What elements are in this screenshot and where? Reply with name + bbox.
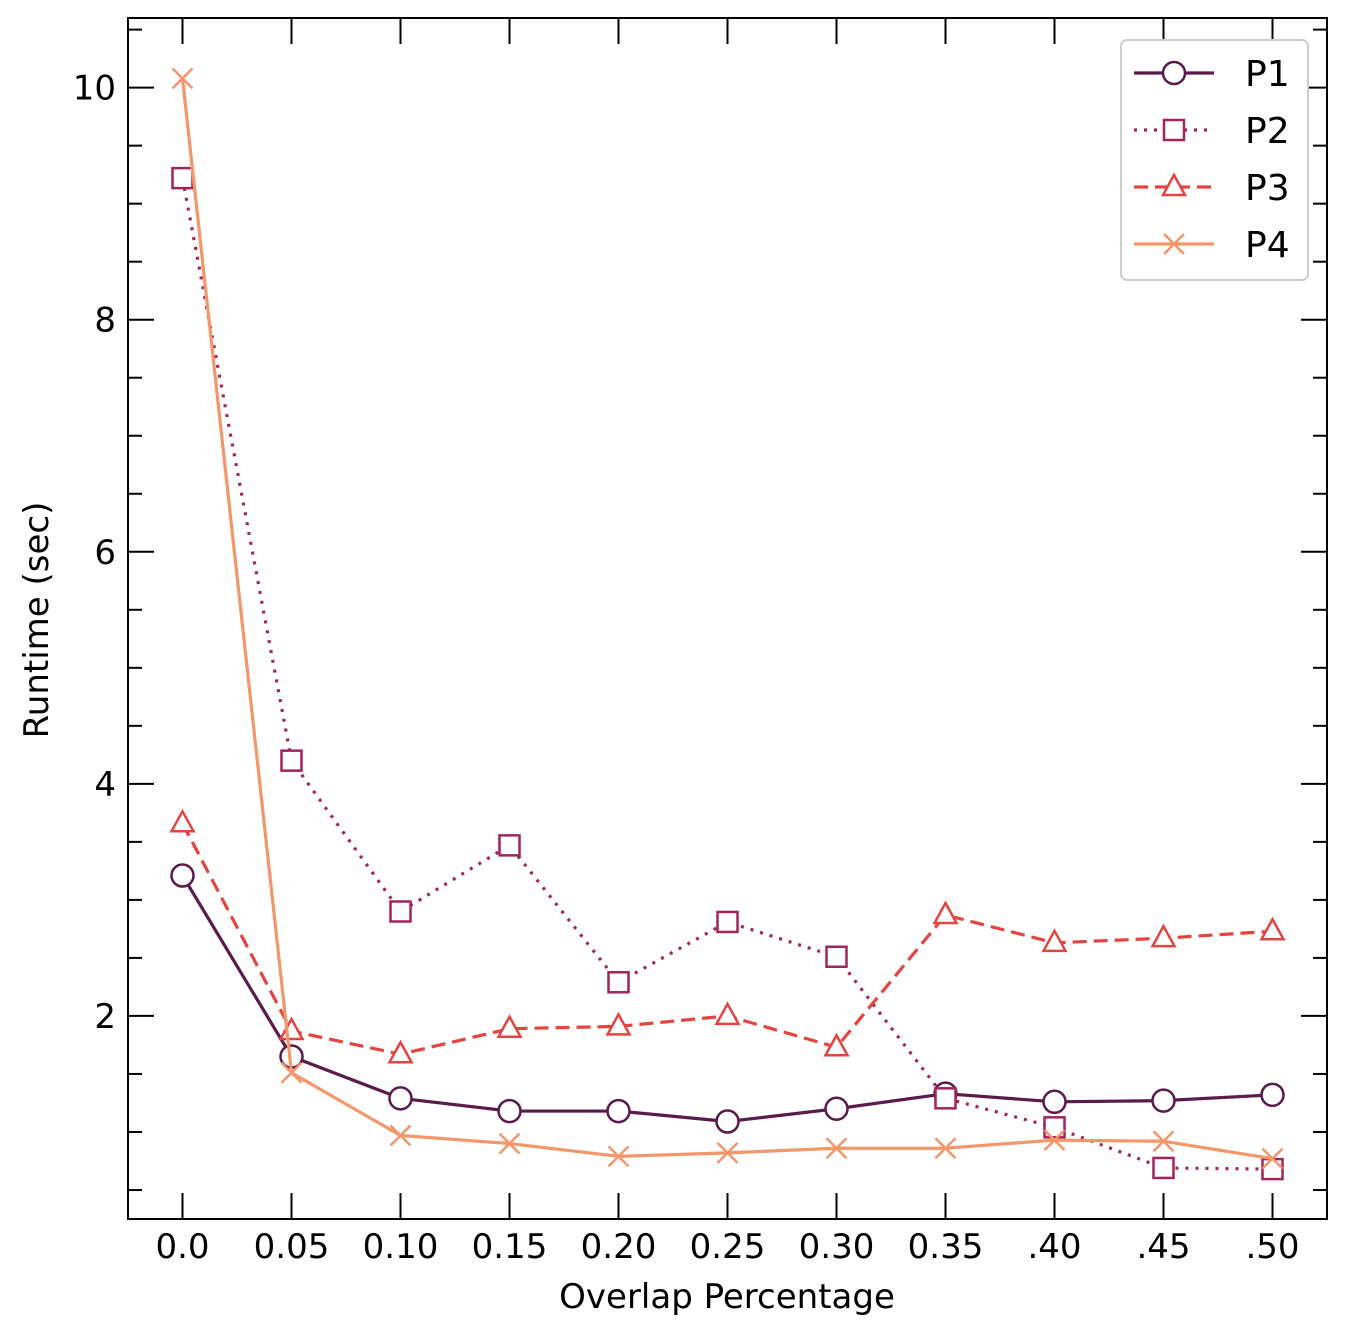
data-point-p1	[1151, 1088, 1176, 1113]
data-point-p4	[280, 1061, 303, 1084]
x-axis-label: Overlap Percentage	[559, 1277, 895, 1317]
x-tick-label: 0.30	[799, 1227, 875, 1267]
series-line-p4	[180, 78, 1273, 1161]
data-point-p4	[1261, 1147, 1284, 1170]
data-point-p2	[825, 945, 848, 969]
data-point-p3	[1041, 928, 1068, 953]
legend-entry-p4: P4	[1134, 225, 1290, 266]
x-tick-label: 0.20	[581, 1227, 657, 1267]
data-point-p3	[1150, 923, 1177, 948]
data-point-p4	[607, 1145, 630, 1168]
series-p1	[170, 863, 1285, 1134]
legend-marker	[1160, 172, 1188, 197]
y-tick-label: 2	[94, 997, 116, 1037]
data-point-p3	[169, 808, 196, 833]
data-point-p2	[1043, 1116, 1066, 1139]
legend-label: P3	[1245, 168, 1290, 209]
data-point-p4	[1152, 1130, 1175, 1153]
series-p4	[171, 67, 1284, 1170]
legend: P1 P2 P3 P4	[1120, 39, 1309, 281]
legend-label: P4	[1245, 225, 1290, 266]
data-point-p1	[497, 1098, 522, 1124]
x-tick-label: 0.35	[908, 1227, 984, 1267]
legend-label: P2	[1245, 111, 1290, 152]
data-point-p4	[1043, 1129, 1066, 1151]
x-tick-label: 0.25	[690, 1227, 766, 1267]
legend-entry-p2: P2	[1134, 111, 1290, 152]
data-point-p3	[714, 1001, 741, 1026]
data-point-p2	[280, 749, 303, 772]
y-tick-label: 4	[94, 765, 116, 805]
data-point-p4	[389, 1124, 412, 1147]
data-point-p4	[171, 67, 194, 90]
legend-marker	[1161, 60, 1187, 86]
data-point-p2	[607, 971, 630, 994]
axis-ticks	[128, 18, 1327, 1219]
series-p2	[171, 166, 1284, 1181]
data-point-p1	[1042, 1089, 1067, 1115]
data-point-p1	[170, 863, 195, 888]
legend-entry-p1: P1	[1134, 54, 1290, 95]
series-p3	[169, 808, 1286, 1064]
data-point-p2	[1261, 1157, 1284, 1181]
y-axis-label: Runtime (sec)	[17, 502, 57, 739]
data-point-p1	[388, 1086, 413, 1111]
data-point-p4	[498, 1132, 521, 1155]
data-point-p3	[823, 1032, 850, 1057]
x-tick-label: 0.05	[254, 1227, 330, 1267]
x-tick-label: .50	[1245, 1227, 1299, 1267]
x-tick-label: 0.0	[155, 1227, 209, 1267]
data-point-p2	[498, 834, 521, 857]
data-point-p2	[389, 900, 412, 923]
y-tick-labels: 2 4 6 8 10	[73, 69, 116, 1037]
plot-frame	[127, 17, 1328, 1220]
x-tick-labels: 0.0 0.05 0.10 0.15 0.20 0.25 0.30 0.35 .40 .45 .50	[155, 1227, 1299, 1267]
data-point-p1	[715, 1109, 740, 1134]
y-tick-label: 10	[73, 69, 116, 109]
data-point-p3	[387, 1039, 414, 1064]
x-tick-label: .45	[1136, 1227, 1190, 1267]
legend-marker	[1163, 233, 1185, 255]
data-point-p1	[824, 1096, 849, 1122]
data-point-p4	[825, 1137, 848, 1160]
data-point-p2	[934, 1087, 957, 1110]
y-tick-label: 6	[94, 533, 116, 573]
y-tick-label: 8	[94, 301, 116, 341]
data-point-p4	[934, 1137, 957, 1160]
data-point-p4	[716, 1141, 739, 1164]
data-point-p1	[606, 1098, 631, 1124]
data-point-p3	[932, 900, 959, 925]
data-point-p3	[278, 1016, 305, 1041]
legend-entry-p3: P3	[1134, 168, 1290, 209]
legend-box	[1120, 39, 1309, 281]
x-tick-label: 0.10	[363, 1227, 439, 1267]
x-tick-label: .40	[1027, 1227, 1081, 1267]
legend-marker	[1162, 118, 1186, 142]
data-point-p2	[716, 910, 739, 934]
data-point-p3	[605, 1011, 632, 1036]
data-point-p2	[1152, 1156, 1175, 1180]
data-point-p1	[1260, 1082, 1285, 1108]
data-point-p3	[496, 1014, 523, 1038]
plot-series	[169, 67, 1286, 1181]
x-tick-label: 0.15	[472, 1227, 548, 1267]
data-point-p2	[171, 166, 194, 190]
data-point-p3	[1259, 916, 1286, 941]
legend-label: P1	[1245, 54, 1290, 95]
